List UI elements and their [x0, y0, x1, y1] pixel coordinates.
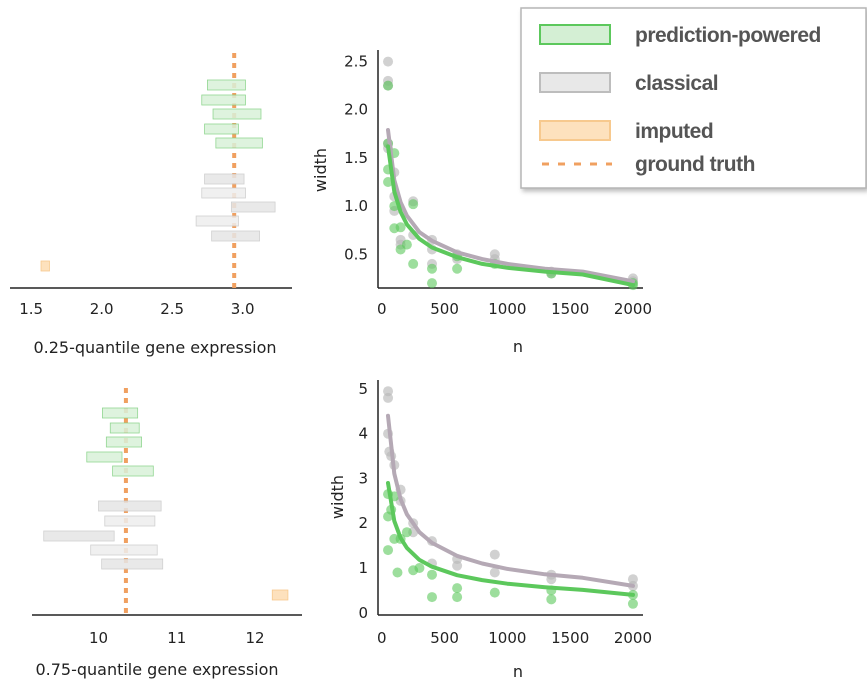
panel-q25-intervals: 0.25-quantile gene expression 1.5 2.0 2.5 3… [10, 53, 292, 357]
classical-interval-bar [90, 544, 158, 556]
ppi-interval-bar [206, 79, 246, 91]
x-tick-label: 2.0 [90, 300, 114, 318]
ppi-point [392, 567, 403, 578]
legend-swatch-imputed [539, 120, 611, 141]
classical-point [383, 56, 394, 67]
ppi-point [427, 278, 438, 289]
y-tick-label: 1 [358, 559, 368, 577]
classical-interval-bar [101, 558, 164, 570]
classical-interval-bar [204, 173, 245, 185]
x-tick-label: 1.5 [19, 300, 43, 318]
y-tick-label: 0 [358, 604, 368, 622]
ppi-point [427, 569, 438, 580]
y-tick-label: 1.5 [344, 149, 368, 167]
classical-interval-bar [43, 530, 115, 542]
classical-interval-bar [201, 187, 246, 199]
x-tick-label: 1500 [551, 629, 589, 647]
ppi-point [452, 263, 463, 274]
ppi-interval-bar [212, 108, 262, 120]
ppi-width-curve [386, 481, 635, 597]
legend-label-ppi: prediction-powered [635, 24, 821, 47]
x-tick-label: 1500 [551, 300, 589, 318]
ppi-point [627, 598, 638, 609]
classical-point [489, 549, 500, 560]
panel-q25-width: n width 0 500 1000 1500 2000 0.5 1.0 1.5 2.0 2.5 [311, 50, 652, 356]
ppi-point [427, 263, 438, 274]
x-tick-label: 2.5 [160, 300, 184, 318]
x-tick-label: 10 [89, 629, 108, 647]
classical-interval-bar [195, 215, 239, 227]
ppi-point [383, 80, 394, 91]
ppi-interval-bar [204, 123, 239, 135]
ppi-point [408, 258, 419, 269]
x-tick-label: 3.0 [231, 300, 255, 318]
x-tick-label: 0 [377, 629, 387, 647]
ppi-point [414, 563, 425, 573]
ppi-interval-bar [109, 422, 140, 434]
ppi-point [452, 583, 463, 594]
x-tick-label: 2000 [614, 300, 652, 318]
ppi-interval-bar [201, 94, 246, 106]
classical-interval-bar [104, 515, 156, 527]
x-tick-label: 1000 [488, 300, 526, 318]
ppi-point [546, 594, 557, 605]
x-axis-label-n-bottom: n [513, 662, 523, 681]
y-tick-label: 3 [358, 469, 368, 487]
classical-width-curve [386, 128, 635, 284]
x-tick-label: 1000 [488, 629, 526, 647]
legend-label-classical: classical [635, 72, 718, 95]
y-tick-label: 2.0 [344, 101, 368, 119]
x-tick-label: 500 [430, 629, 459, 647]
x-tick-label: 0 [377, 300, 387, 318]
y-tick-label: 5 [358, 380, 368, 398]
classical-point [452, 560, 463, 571]
ppi-width-curve [386, 144, 635, 288]
legend-label-truth: ground truth [635, 153, 755, 176]
y-tick-label: 1.0 [344, 197, 368, 215]
classical-point [383, 392, 394, 403]
classical-width-curve [386, 413, 635, 588]
classical-interval-bar [98, 500, 162, 512]
legend-label-imputed: imputed [635, 120, 713, 143]
ppi-point [395, 222, 406, 233]
ppi-point [401, 527, 412, 538]
y-tick-label: 2.5 [344, 53, 368, 71]
y-tick-label: 0.5 [344, 245, 368, 263]
imputed-interval-bar [40, 260, 50, 272]
ppi-point [383, 177, 394, 188]
ppi-point [452, 592, 463, 603]
classical-interval-bar [230, 201, 276, 213]
ppi-interval-bar [215, 137, 263, 149]
ppi-point [427, 592, 438, 603]
legend-swatch-classical [539, 72, 611, 93]
x-axis-label-q25: 0.25-quantile gene expression [33, 338, 276, 357]
ppi-interval-bar [105, 436, 142, 448]
y-axis-label-width-top: width [311, 148, 330, 192]
classical-interval-bar [211, 230, 260, 242]
x-axis-label-n-top: n [513, 337, 523, 356]
y-tick-label: 4 [358, 425, 368, 443]
legend-swatch-ppi [539, 24, 611, 45]
y-tick-label: 2 [358, 514, 368, 532]
legend: prediction-powered classical imputed gro… [520, 7, 867, 189]
x-axis-label-q75: 0.75-quantile gene expression [35, 660, 278, 679]
imputed-interval-bar [271, 589, 289, 601]
x-tick-label: 500 [430, 300, 459, 318]
ppi-interval-bar [102, 407, 139, 419]
x-tick-label: 2000 [614, 629, 652, 647]
classical-point [489, 567, 500, 578]
ppi-point [383, 545, 394, 556]
x-tick-label: 12 [245, 629, 264, 647]
ppi-point [489, 587, 500, 598]
panel-q75-width: n width 0 500 1000 1500 2000 0 1 2 3 4 5 [328, 380, 652, 681]
ppi-point [401, 239, 412, 250]
y-axis-label-width-bottom: width [328, 475, 347, 519]
ppi-interval-bar [86, 451, 123, 463]
panel-q75-intervals: 0.75-quantile gene expression 10 11 12 [32, 388, 302, 679]
x-tick-label: 11 [167, 629, 186, 647]
ppi-point [408, 199, 419, 210]
ppi-interval-bar [112, 465, 154, 477]
